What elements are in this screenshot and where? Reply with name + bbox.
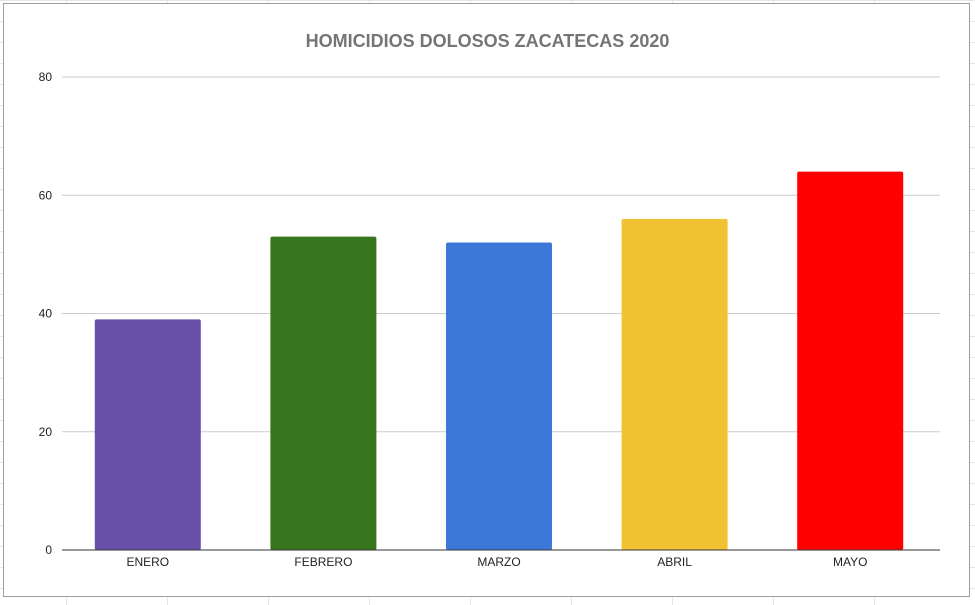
- chart-title: HOMICIDIOS DOLOSOS ZACATECAS 2020: [305, 31, 670, 51]
- x-tick-label: ABRIL: [657, 555, 692, 569]
- y-tick-label: 60: [39, 188, 53, 202]
- y-tick-label: 20: [39, 425, 53, 439]
- bar-enero[interactable]: [94, 319, 201, 550]
- y-tick-label: 0: [45, 543, 52, 557]
- x-tick-label: MARZO: [477, 555, 520, 569]
- bar-abril[interactable]: [621, 218, 728, 550]
- bar-mayo[interactable]: [797, 171, 904, 550]
- x-tick-label: MAYO: [833, 555, 867, 569]
- y-tick-label: 80: [39, 70, 53, 84]
- bar-febrero[interactable]: [270, 236, 377, 550]
- x-tick-label: FEBRERO: [294, 555, 352, 569]
- x-tick-label: ENERO: [126, 555, 169, 569]
- bar-marzo[interactable]: [446, 242, 552, 551]
- y-tick-label: 40: [39, 307, 53, 321]
